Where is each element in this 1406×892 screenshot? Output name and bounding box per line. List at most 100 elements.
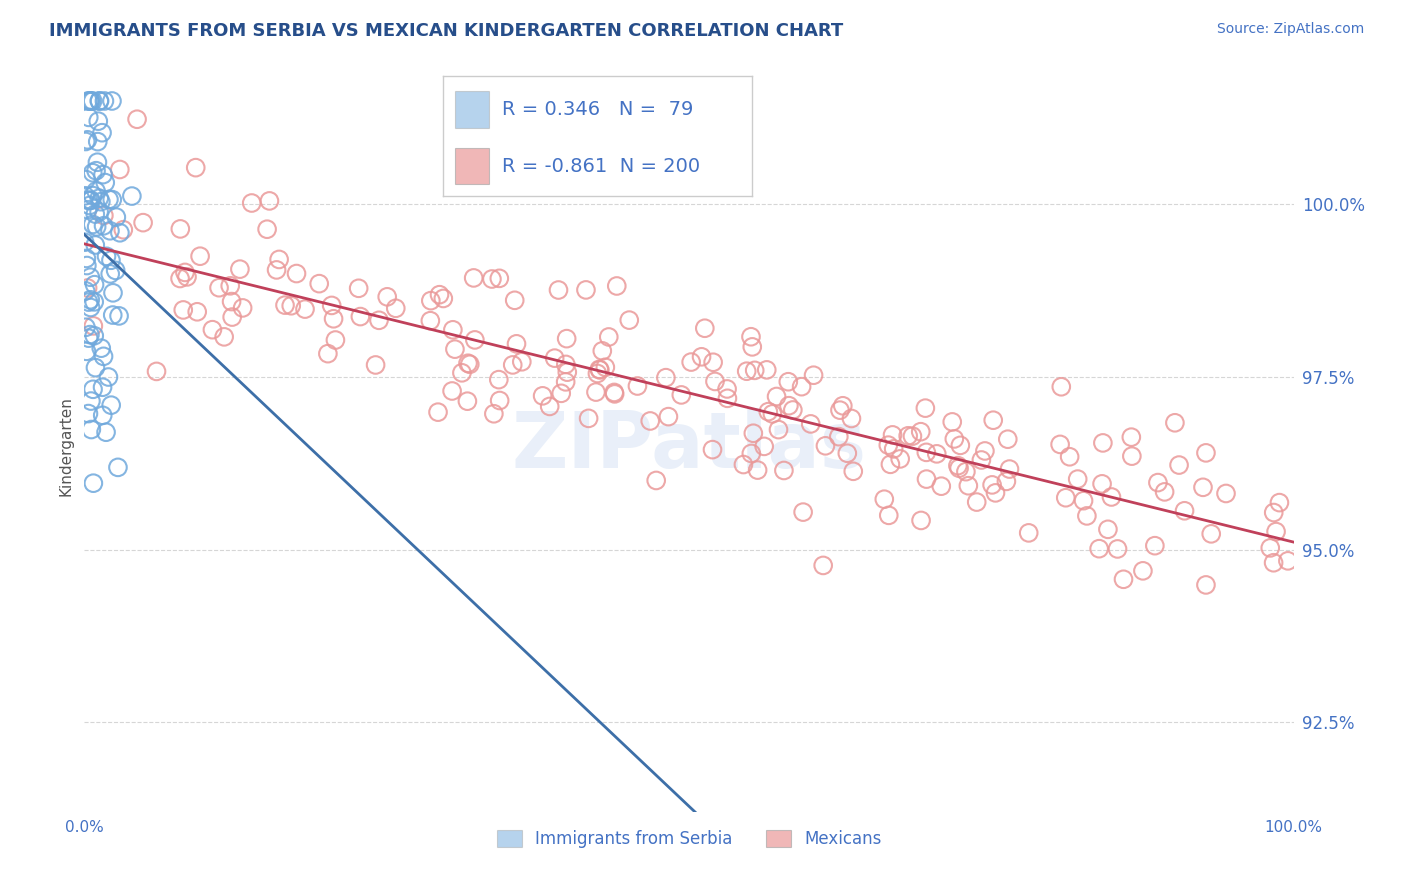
- Point: [229, 262, 252, 277]
- Point: [510, 355, 533, 369]
- Bar: [456, 148, 489, 185]
- Point: [1088, 541, 1111, 556]
- Point: [100, 398, 122, 412]
- Point: [1018, 525, 1040, 540]
- Point: [75, 320, 97, 334]
- Point: [316, 346, 339, 360]
- Point: [1164, 416, 1187, 430]
- Point: [957, 479, 980, 493]
- Point: [82, 218, 104, 232]
- Point: [432, 292, 454, 306]
- Point: [1268, 495, 1291, 509]
- Point: [1215, 486, 1237, 500]
- Point: [588, 362, 610, 376]
- Point: [79, 293, 101, 307]
- Point: [201, 323, 224, 337]
- Point: [98, 267, 121, 281]
- Point: [655, 370, 678, 384]
- Point: [585, 385, 607, 400]
- Point: [1143, 539, 1166, 553]
- Point: [482, 407, 505, 421]
- Point: [645, 474, 668, 488]
- Point: [949, 438, 972, 452]
- Point: [100, 253, 122, 268]
- Point: [77, 111, 100, 125]
- Point: [94, 176, 117, 190]
- Point: [1265, 524, 1288, 539]
- Point: [879, 458, 901, 472]
- Point: [91, 409, 114, 423]
- Point: [671, 388, 693, 402]
- Point: [444, 342, 467, 356]
- Point: [1258, 541, 1281, 555]
- Point: [221, 310, 243, 324]
- Point: [1054, 491, 1077, 505]
- Point: [84, 360, 107, 375]
- Point: [943, 432, 966, 446]
- Y-axis label: Kindergarten: Kindergarten: [58, 396, 73, 496]
- Point: [169, 222, 191, 236]
- Point: [547, 283, 569, 297]
- Point: [108, 226, 131, 240]
- Point: [901, 429, 924, 443]
- Point: [603, 387, 626, 401]
- Point: [285, 267, 308, 281]
- Point: [121, 189, 143, 203]
- Point: [1107, 541, 1129, 556]
- Point: [1066, 472, 1088, 486]
- Point: [75, 252, 97, 266]
- Point: [79, 327, 101, 342]
- Point: [995, 475, 1018, 489]
- Point: [1091, 476, 1114, 491]
- Point: [456, 394, 478, 409]
- Point: [86, 219, 108, 234]
- Point: [80, 423, 103, 437]
- Point: [84, 163, 107, 178]
- Point: [778, 375, 800, 389]
- Point: [877, 508, 900, 523]
- Point: [1195, 446, 1218, 460]
- Point: [76, 202, 98, 217]
- Point: [89, 94, 111, 108]
- Point: [347, 281, 370, 295]
- Point: [441, 323, 464, 337]
- Point: [842, 464, 865, 478]
- Point: [1153, 484, 1175, 499]
- Point: [603, 385, 626, 400]
- Point: [828, 403, 851, 417]
- Point: [1101, 490, 1123, 504]
- Point: [914, 401, 936, 416]
- Point: [280, 299, 302, 313]
- Point: [325, 333, 347, 347]
- Point: [831, 399, 853, 413]
- Point: [89, 191, 111, 205]
- Point: [1173, 504, 1195, 518]
- Point: [1076, 508, 1098, 523]
- Point: [107, 460, 129, 475]
- Point: [188, 249, 211, 263]
- Point: [586, 367, 609, 381]
- Point: [79, 270, 101, 285]
- Point: [105, 210, 128, 224]
- Point: [733, 458, 755, 472]
- Point: [108, 162, 131, 177]
- Point: [441, 384, 464, 398]
- Point: [543, 351, 565, 366]
- Text: R = -0.861  N = 200: R = -0.861 N = 200: [502, 157, 700, 176]
- Point: [79, 194, 101, 208]
- Point: [76, 281, 98, 295]
- Point: [702, 442, 724, 457]
- Point: [765, 390, 787, 404]
- Point: [84, 184, 107, 198]
- Point: [349, 310, 371, 324]
- Point: [77, 407, 100, 421]
- Point: [87, 114, 110, 128]
- Point: [132, 216, 155, 230]
- Point: [82, 188, 104, 202]
- Point: [186, 305, 208, 319]
- Point: [1263, 556, 1285, 570]
- Point: [429, 287, 451, 301]
- Point: [212, 330, 235, 344]
- Point: [1112, 572, 1135, 586]
- Point: [716, 392, 738, 406]
